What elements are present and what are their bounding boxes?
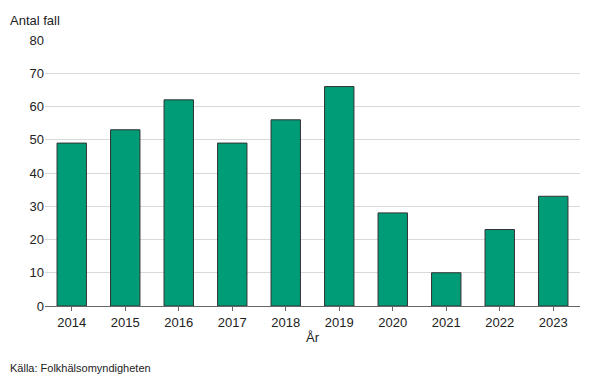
svg-text:2014: 2014	[57, 315, 86, 330]
svg-text:2022: 2022	[485, 315, 514, 330]
svg-text:2019: 2019	[325, 315, 354, 330]
svg-text:50: 50	[30, 132, 44, 147]
svg-text:2015: 2015	[111, 315, 140, 330]
svg-text:Antal fall: Antal fall	[10, 13, 60, 28]
svg-text:Källa: Folkhälsomyndigheten: Källa: Folkhälsomyndigheten	[10, 362, 151, 374]
svg-text:2021: 2021	[432, 315, 461, 330]
svg-text:År: År	[306, 330, 320, 345]
svg-text:20: 20	[30, 232, 44, 247]
svg-text:80: 80	[30, 33, 44, 48]
svg-text:0: 0	[37, 299, 44, 314]
svg-text:40: 40	[30, 166, 44, 181]
svg-text:70: 70	[30, 66, 44, 81]
svg-text:60: 60	[30, 99, 44, 114]
svg-text:2016: 2016	[164, 315, 193, 330]
svg-text:30: 30	[30, 199, 44, 214]
svg-text:2023: 2023	[539, 315, 568, 330]
svg-text:2018: 2018	[271, 315, 300, 330]
svg-text:2020: 2020	[378, 315, 407, 330]
svg-text:2017: 2017	[218, 315, 247, 330]
svg-text:10: 10	[30, 265, 44, 280]
